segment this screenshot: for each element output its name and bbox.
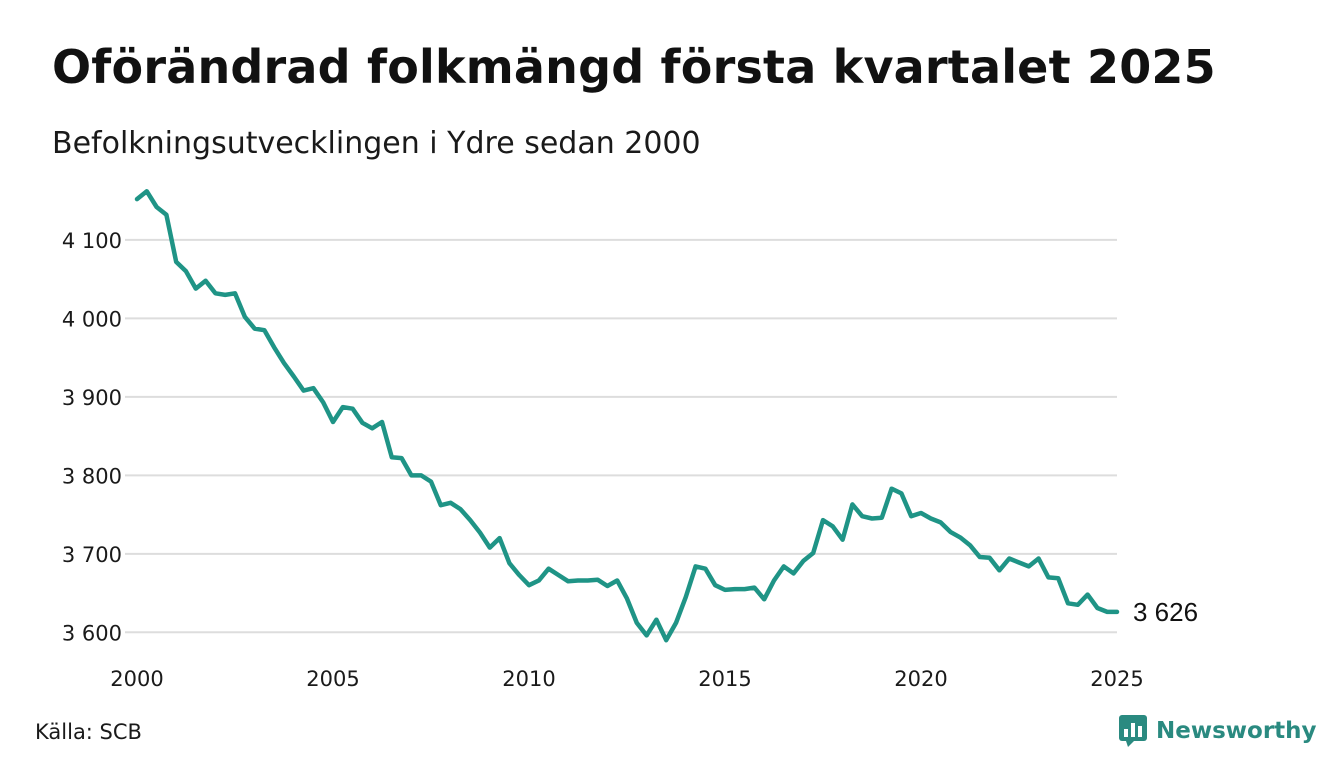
brand-name: Newsworthy xyxy=(1156,718,1317,744)
x-tick-label: 2005 xyxy=(306,667,359,691)
y-tick-label: 3 700 xyxy=(62,543,122,567)
source-note: Källa: SCB xyxy=(35,720,142,744)
x-axis-ticks: 2000 2005 2010 2015 2020 2025 xyxy=(110,667,1143,691)
x-tick-label: 2010 xyxy=(502,667,555,691)
x-tick-label: 2000 xyxy=(110,667,163,691)
gridlines xyxy=(125,238,1117,634)
brand-logo[interactable]: Newsworthy xyxy=(1118,714,1317,748)
series-layer xyxy=(134,189,1120,643)
x-tick-label: 2025 xyxy=(1090,667,1143,691)
y-axis-ticks: 3 600 3 700 3 800 3 900 4 000 4 100 xyxy=(62,229,122,645)
x-tick-label: 2015 xyxy=(698,667,751,691)
y-tick-label: 4 000 xyxy=(62,307,122,331)
x-tick-label: 2020 xyxy=(894,667,947,691)
population-series-line xyxy=(134,189,1120,643)
y-tick-label: 3 800 xyxy=(62,464,122,488)
end-value-label: 3 626 xyxy=(1133,597,1198,627)
y-tick-label: 3 600 xyxy=(62,621,122,645)
bar-chart-speech-icon xyxy=(1119,715,1147,747)
chart-subtitle: Befolkningsutvecklingen i Ydre sedan 200… xyxy=(52,126,701,161)
y-tick-label: 4 100 xyxy=(62,229,122,253)
y-tick-label: 3 900 xyxy=(62,386,122,410)
chart-title: Oförändrad folkmängd första kvartalet 20… xyxy=(52,40,1216,94)
